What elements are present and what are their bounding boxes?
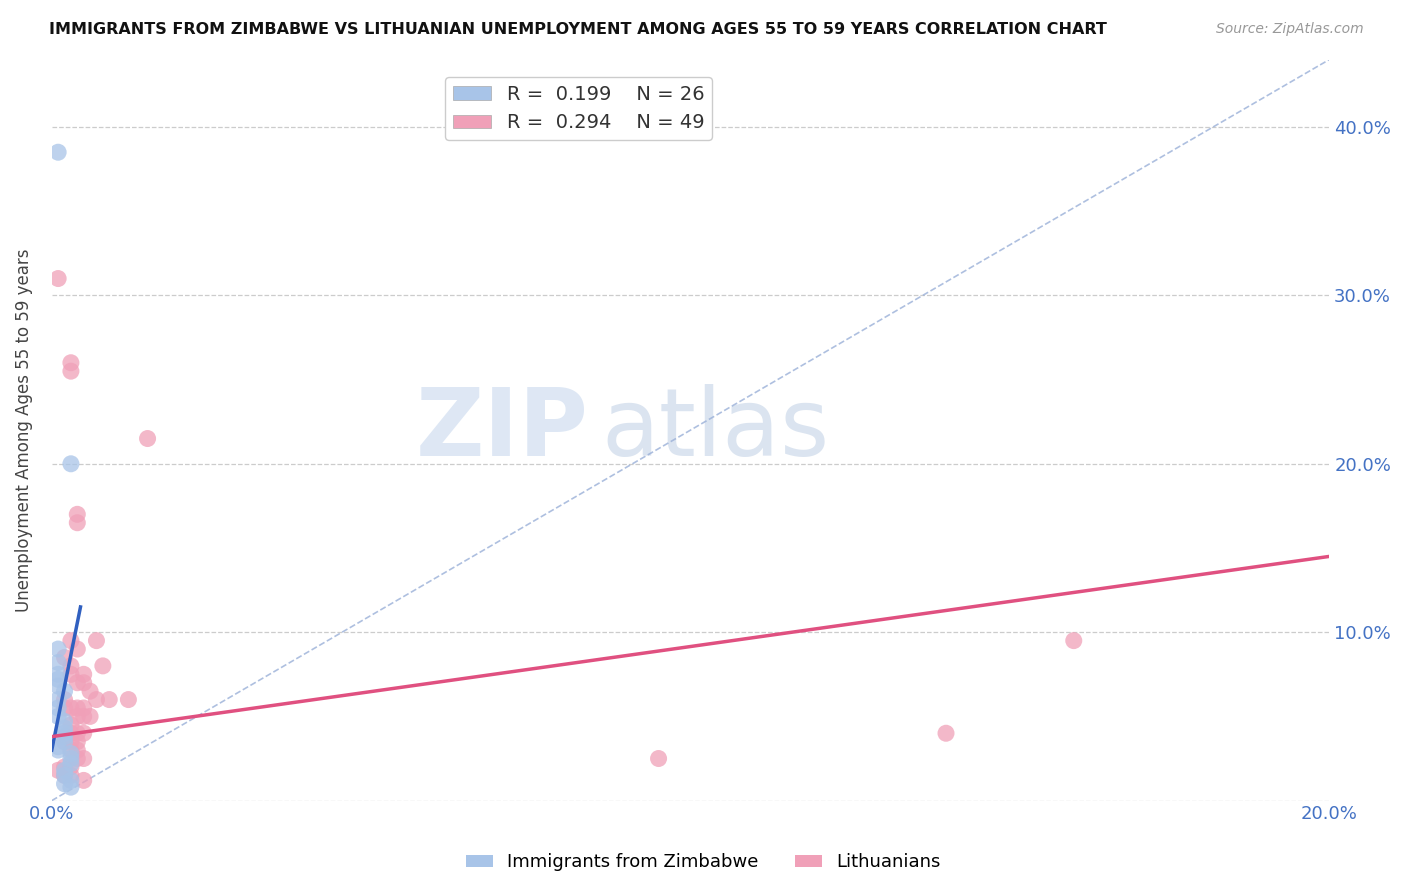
Point	[59, 667, 82, 681]
Point	[73, 726, 96, 740]
Point	[46, 656, 69, 670]
Point	[117, 692, 139, 706]
Point	[73, 751, 96, 765]
Point	[46, 642, 69, 657]
Point	[59, 743, 82, 757]
Point	[53, 650, 76, 665]
Point	[59, 457, 82, 471]
Text: ZIP: ZIP	[415, 384, 588, 476]
Point	[46, 692, 69, 706]
Point	[59, 718, 82, 732]
Point	[59, 356, 82, 370]
Point	[46, 701, 69, 715]
Legend: R =  0.199    N = 26, R =  0.294    N = 49: R = 0.199 N = 26, R = 0.294 N = 49	[444, 77, 713, 140]
Point	[53, 764, 76, 778]
Point	[66, 751, 89, 765]
Point	[73, 675, 96, 690]
Point	[1063, 633, 1085, 648]
Point	[46, 764, 69, 778]
Point	[79, 709, 101, 723]
Point	[59, 760, 82, 774]
Y-axis label: Unemployment Among Ages 55 to 59 years: Unemployment Among Ages 55 to 59 years	[15, 248, 32, 612]
Point	[53, 768, 76, 782]
Point	[59, 633, 82, 648]
Point	[53, 760, 76, 774]
Point	[46, 673, 69, 687]
Point	[79, 684, 101, 698]
Point	[53, 684, 76, 698]
Point	[59, 773, 82, 788]
Point	[66, 642, 89, 657]
Point	[46, 145, 69, 160]
Point	[91, 659, 114, 673]
Point	[53, 734, 76, 748]
Point	[86, 692, 108, 706]
Point	[53, 730, 76, 744]
Point	[46, 743, 69, 757]
Point	[66, 508, 89, 522]
Point	[46, 271, 69, 285]
Point	[66, 743, 89, 757]
Point	[66, 675, 89, 690]
Point	[59, 364, 82, 378]
Point	[46, 739, 69, 754]
Point	[59, 747, 82, 761]
Legend: Immigrants from Zimbabwe, Lithuanians: Immigrants from Zimbabwe, Lithuanians	[458, 847, 948, 879]
Point	[73, 773, 96, 788]
Point	[66, 701, 89, 715]
Point	[53, 721, 76, 735]
Point	[53, 730, 76, 744]
Point	[59, 756, 82, 771]
Point	[66, 709, 89, 723]
Point	[73, 667, 96, 681]
Point	[59, 726, 82, 740]
Point	[46, 709, 69, 723]
Point	[66, 726, 89, 740]
Point	[59, 780, 82, 794]
Point	[53, 714, 76, 729]
Point	[59, 734, 82, 748]
Text: Source: ZipAtlas.com: Source: ZipAtlas.com	[1216, 22, 1364, 37]
Point	[53, 734, 76, 748]
Point	[86, 633, 108, 648]
Point	[59, 768, 82, 782]
Point	[53, 768, 76, 782]
Point	[66, 734, 89, 748]
Point	[73, 701, 96, 715]
Point	[98, 692, 121, 706]
Point	[46, 667, 69, 681]
Point	[935, 726, 957, 740]
Point	[53, 726, 76, 740]
Point	[59, 751, 82, 765]
Point	[136, 432, 159, 446]
Point	[73, 709, 96, 723]
Text: IMMIGRANTS FROM ZIMBABWE VS LITHUANIAN UNEMPLOYMENT AMONG AGES 55 TO 59 YEARS CO: IMMIGRANTS FROM ZIMBABWE VS LITHUANIAN U…	[49, 22, 1107, 37]
Point	[59, 659, 82, 673]
Point	[53, 777, 76, 791]
Point	[59, 701, 82, 715]
Point	[53, 701, 76, 715]
Point	[647, 751, 669, 765]
Point	[46, 679, 69, 693]
Text: atlas: atlas	[602, 384, 830, 476]
Point	[66, 516, 89, 530]
Point	[53, 692, 76, 706]
